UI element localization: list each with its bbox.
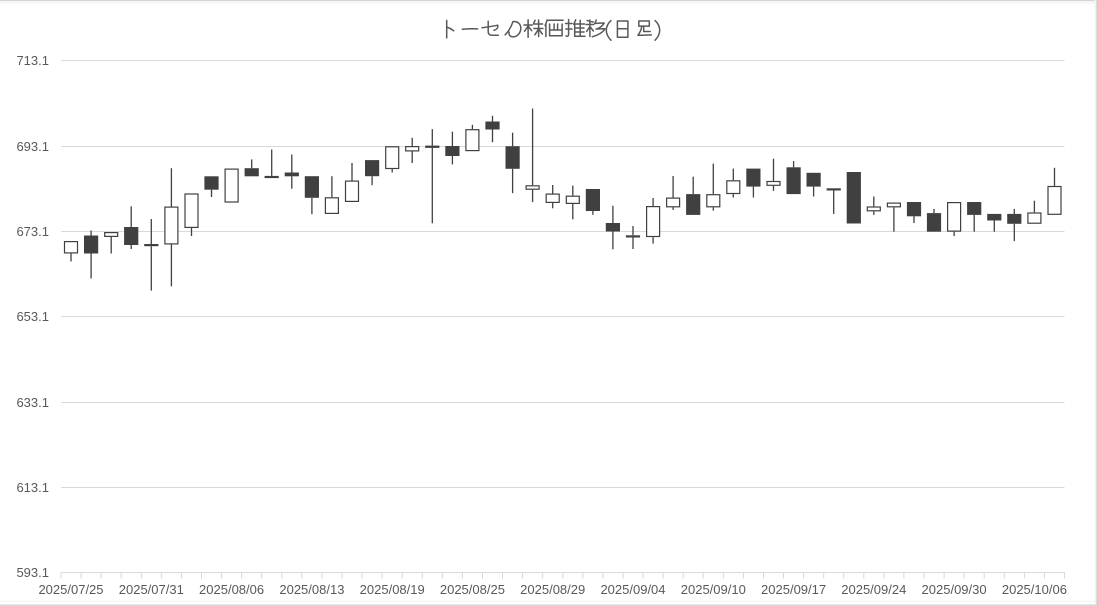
svg-text:2025/09/04: 2025/09/04 [600,582,665,597]
svg-text:653.1: 653.1 [16,309,49,324]
svg-text:2025/07/31: 2025/07/31 [119,582,184,597]
svg-text:2025/08/25: 2025/08/25 [440,582,505,597]
svg-text:673.1: 673.1 [16,224,49,239]
svg-text:2025/08/06: 2025/08/06 [199,582,264,597]
svg-text:2025/08/13: 2025/08/13 [279,582,344,597]
svg-text:2025/09/24: 2025/09/24 [841,582,906,597]
svg-text:2025/08/19: 2025/08/19 [360,582,425,597]
svg-text:693.1: 693.1 [16,139,49,154]
svg-text:2025/09/17: 2025/09/17 [761,582,826,597]
svg-text:2025/08/29: 2025/08/29 [520,582,585,597]
svg-text:2025/09/10: 2025/09/10 [681,582,746,597]
svg-text:2025/10/06: 2025/10/06 [1002,582,1067,597]
svg-text:593.1: 593.1 [16,565,49,580]
svg-text:633.1: 633.1 [16,395,49,410]
svg-text:713.1: 713.1 [16,53,49,68]
svg-text:2025/09/30: 2025/09/30 [922,582,987,597]
svg-text:613.1: 613.1 [16,480,49,495]
svg-text:2025/07/25: 2025/07/25 [38,582,103,597]
